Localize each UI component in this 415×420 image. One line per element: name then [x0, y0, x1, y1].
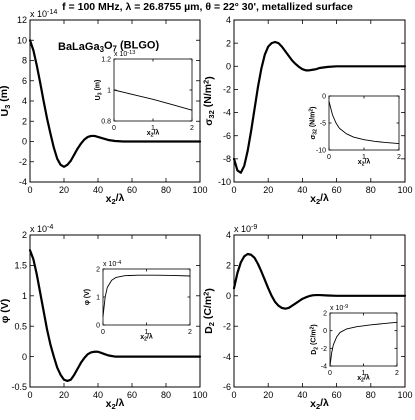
panel-phi-xtick-label: 40 [93, 390, 103, 400]
panel-sigma32-xtick-label: 40 [297, 185, 307, 195]
inset-d2-ytick-label: 0 [323, 328, 327, 335]
panel-u3-ytick-label: 4 [22, 96, 27, 106]
panel-d2-exponent: x 10-9 [234, 222, 257, 234]
figure-header: f = 100 MHz, λ = 26.8755 µm, θ = 22° 30'… [0, 1, 415, 13]
panel-sigma32-xtick-label: 60 [332, 185, 342, 195]
panel-u3-ytick-label: 12 [17, 15, 27, 25]
panel-phi-xtick-label: 20 [59, 390, 69, 400]
panel-d2-xlabel: x2/λ [310, 397, 329, 411]
panel-sigma32-xtick-label: 100 [397, 185, 412, 195]
panel-phi-xlabel: x2/λ [106, 397, 125, 411]
panel-u3-ytick-label: 6 [22, 76, 27, 86]
panel-phi-exponent: x 10-4 [30, 222, 53, 234]
panel-sigma32-ytick-label: 2 [226, 38, 231, 48]
panel-u3-xtick-label: 0 [27, 185, 32, 195]
panel-sigma32-xtick-label: 20 [263, 185, 273, 195]
inset-d2-ytick-label: 2 [323, 310, 327, 317]
panel-d2-ytick-label: 2 [226, 261, 231, 271]
panel-sigma32-xtick-label: 0 [231, 185, 236, 195]
inset-u3-ytick-label: 1 [107, 87, 111, 94]
inset-d2-xtick-label: 0 [328, 370, 332, 377]
inset-u3-xtick-label: 0 [112, 125, 116, 132]
panel-u3-ytick-label: 0 [22, 137, 27, 147]
panel-u3-ytick-label: 2 [22, 116, 27, 126]
inset-sigma32-ytick-label: -10 [316, 147, 326, 154]
panel-sigma32-ytick-label: -4 [223, 108, 231, 118]
inset-u3-ytick-label: 0.8 [101, 118, 111, 125]
panel-d2-ytick-label: 4 [226, 230, 231, 240]
inset-sigma32-xtick-label: 0 [327, 154, 331, 161]
panel-d2-xtick-label: 100 [397, 390, 412, 400]
panel-d2-ytick-label: -2 [223, 321, 231, 331]
panel-phi-xtick-label: 100 [192, 390, 207, 400]
inset-phi-ytick-label: 1 [96, 294, 100, 301]
panel-sigma32-ytick-label: 0 [226, 61, 231, 71]
panel-u3-xtick-label: 60 [127, 185, 137, 195]
inset-phi-ylabel: φ (V) [84, 289, 91, 305]
inset-u3-ytick-label: 1.2 [101, 56, 111, 63]
panel-sigma32-xtick-label: 80 [366, 185, 376, 195]
inset-d2-frame [330, 313, 397, 366]
inset-sigma32-frame [329, 96, 399, 150]
panel-sigma32-ytick-label: -8 [223, 154, 231, 164]
panel-d2-xtick-label: 60 [332, 390, 342, 400]
panel-u3-ytick-label: 10 [17, 35, 27, 45]
panel-d2-ytick-label: 0 [226, 291, 231, 301]
panel-phi-ylabel: φ (V) [0, 299, 11, 323]
panel-phi-xtick-label: 60 [127, 390, 137, 400]
panel-phi-ytick-label: -0.5 [11, 382, 27, 392]
inset-phi-xtick-label: 0 [101, 329, 105, 336]
panel-phi-ytick-label: 0 [22, 352, 27, 362]
panel-sigma32-ytick-label: -10 [218, 177, 231, 187]
inset-sigma32-ytick-label: 0 [322, 93, 326, 100]
panel-sigma32-xlabel: x2/λ [310, 192, 329, 206]
panel-phi-ytick-label: 1.5 [14, 261, 27, 271]
inset-sigma32-xtick-label: 2 [397, 154, 401, 161]
panel-phi-ytick-label: 0.5 [14, 321, 27, 331]
panel-d2-ytick-label: -6 [223, 382, 231, 392]
inset-phi-xtick-label: 2 [188, 329, 192, 336]
inset-u3-frame [114, 59, 192, 121]
panel-phi-xtick-label: 80 [161, 390, 171, 400]
inset-u3-xtick-label: 2 [190, 125, 194, 132]
panel-sigma32-ylabel: σ32 (N/m2) [201, 76, 216, 126]
panel-u3-xlabel: x2/λ [106, 192, 125, 206]
panel-sigma32-ytick-label: 4 [226, 15, 231, 25]
panel-d2-ylabel: D2 (C/m2) [201, 288, 216, 334]
inset-d2-ytick-label: -2 [321, 346, 327, 353]
panel-u3-xtick-label: 80 [161, 185, 171, 195]
inset-d2-xtick-label: 2 [395, 370, 399, 377]
panel-sigma32-ytick-label: -2 [223, 85, 231, 95]
inset-phi-ytick-label: 0 [96, 322, 100, 329]
panel-u3-xtick-label: 20 [59, 185, 69, 195]
panel-d2-xtick-label: 40 [297, 390, 307, 400]
panel-d2-xtick-label: 0 [231, 390, 236, 400]
inset-sigma32-ytick-label: -5 [320, 120, 326, 127]
panel-u3-xtick-label: 40 [93, 185, 103, 195]
panel-phi-xtick-label: 0 [27, 390, 32, 400]
panel-u3-ylabel: U3 (m) [0, 85, 12, 116]
panel-u3-ytick-label: -2 [19, 157, 27, 167]
panel-sigma32-ytick-label: -6 [223, 131, 231, 141]
panel-phi-ytick-label: 2 [22, 230, 27, 240]
panel-d2-ytick-label: -4 [223, 352, 231, 362]
panel-u3-ytick-label: 8 [22, 56, 27, 66]
panel-d2-xtick-label: 80 [366, 390, 376, 400]
inset-d2-ytick-label: -4 [321, 363, 327, 370]
panel-u3-xtick-label: 100 [192, 185, 207, 195]
panel-u3-ytick-label: -4 [19, 177, 27, 187]
inset-phi-ytick-label: 2 [96, 266, 100, 273]
panel-d2-xtick-label: 20 [263, 390, 273, 400]
panel-phi-ytick-label: 1 [22, 291, 27, 301]
